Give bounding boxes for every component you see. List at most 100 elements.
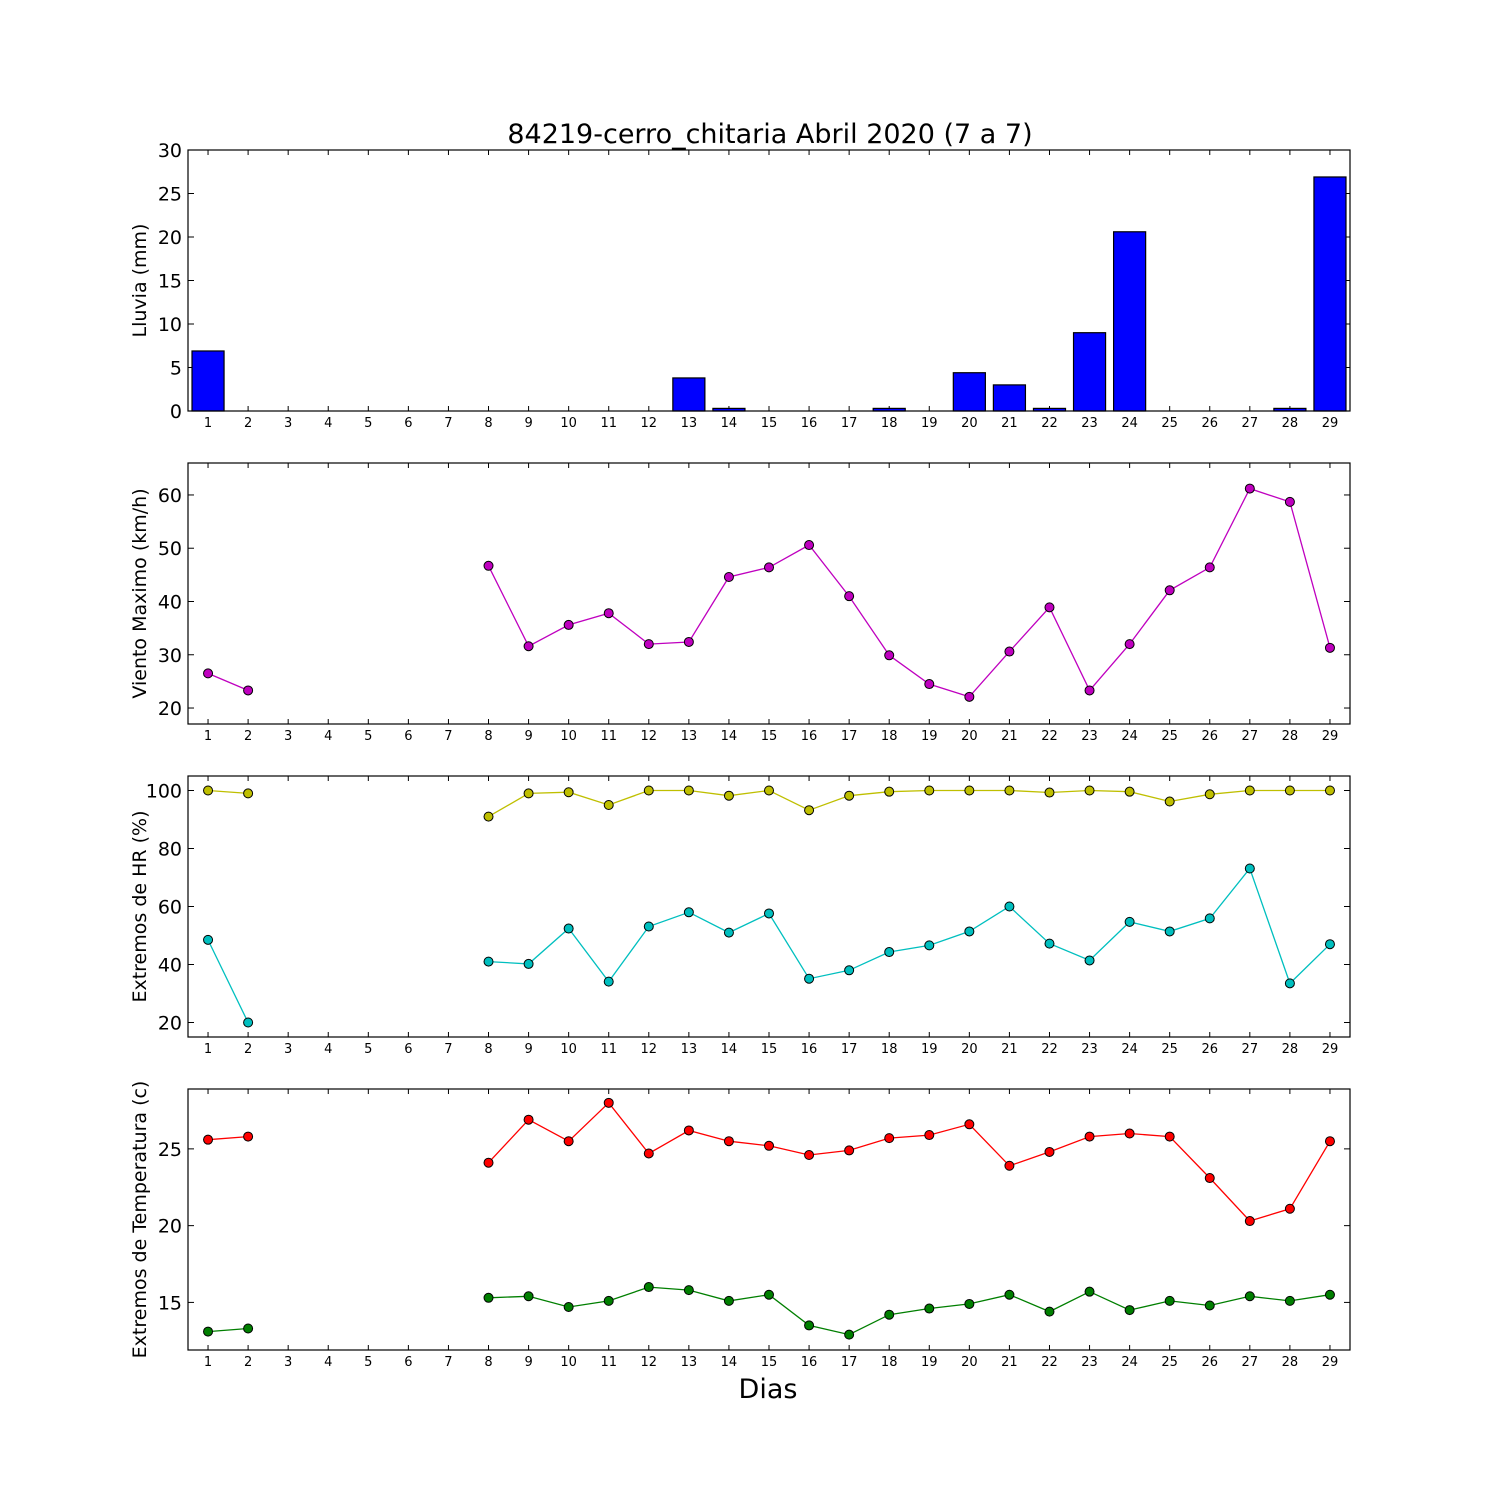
x-tick-label: 1 xyxy=(204,1355,212,1370)
y-axis-label: Lluvia (mm) xyxy=(129,224,151,338)
x-tick-label: 11 xyxy=(600,1355,617,1370)
x-tick-label: 29 xyxy=(1322,1042,1339,1057)
x-tick-label: 12 xyxy=(641,1042,658,1057)
point-series0-day-14 xyxy=(723,790,734,801)
point-series1-day-20 xyxy=(964,926,975,937)
point-series0-day-25 xyxy=(1164,1131,1175,1142)
y-tick-label: 50 xyxy=(158,538,182,560)
point-series0-day-26 xyxy=(1204,1173,1215,1184)
point-series1-day-27 xyxy=(1244,1291,1255,1302)
bar-day-21 xyxy=(992,384,1027,412)
y-tick-label: 40 xyxy=(158,591,182,613)
x-tick-label: 9 xyxy=(524,1042,532,1057)
x-tick-label: 14 xyxy=(721,1355,738,1370)
point-series1-day-16 xyxy=(804,1320,815,1331)
x-tick-label: 19 xyxy=(921,1042,938,1057)
y-tick-label: 5 xyxy=(170,358,182,380)
x-tick-label: 11 xyxy=(600,1042,617,1057)
series-line-1 xyxy=(488,867,1331,985)
y-tick-label: 25 xyxy=(158,184,182,206)
point-series1-day-19 xyxy=(924,1303,935,1314)
point-series0-day-17 xyxy=(844,591,855,602)
point-series1-day-17 xyxy=(844,965,855,976)
point-series1-day-10 xyxy=(563,1302,574,1313)
point-series0-day-14 xyxy=(723,571,734,582)
point-series0-day-22 xyxy=(1044,1146,1055,1157)
point-series1-day-22 xyxy=(1044,1306,1055,1317)
point-series1-day-24 xyxy=(1124,916,1135,927)
x-tick-label: 27 xyxy=(1242,416,1259,431)
point-series0-day-28 xyxy=(1284,785,1295,796)
x-tick-label: 7 xyxy=(444,1042,452,1057)
point-series1-day-9 xyxy=(523,958,534,969)
point-series1-day-29 xyxy=(1324,939,1335,950)
x-tick-label: 14 xyxy=(721,729,738,744)
point-series0-day-22 xyxy=(1044,787,1055,798)
point-series1-day-15 xyxy=(764,1289,774,1300)
y-axis-label: Extremos de HR (%) xyxy=(129,810,151,1002)
point-series0-day-29 xyxy=(1324,642,1335,653)
y-tick-label: 20 xyxy=(158,1216,182,1238)
series-line-0 xyxy=(207,789,249,795)
panel-temperatura: 1 2 3 4 5 6 7 8 9 10 11 12 13 14 15 16 17 18 19 20 21 22 23 24 2… xyxy=(129,1081,1351,1370)
panels: 1 2 3 4 5 6 7 8 9 10 11 12 13 14 15 16 17 18 19 20 21 22 23 24 2… xyxy=(129,140,1351,1370)
x-tick-label: 12 xyxy=(641,729,658,744)
series-line-0 xyxy=(488,789,1330,818)
point-series1-day-21 xyxy=(1004,1289,1015,1300)
y-axis-label: Extremos de Temperatura (c) xyxy=(129,1081,151,1359)
figure-title: 84219-cerro_chitaria Abril 2020 (7 a 7) xyxy=(507,119,1032,150)
x-tick-label: 19 xyxy=(921,1355,938,1370)
y-tick-label: 15 xyxy=(158,1292,182,1314)
point-series1-day-27 xyxy=(1244,863,1255,874)
bar-day-23 xyxy=(1072,332,1107,412)
x-tick-label: 9 xyxy=(524,1355,532,1370)
point-series1-day-17 xyxy=(844,1329,855,1340)
x-tick-label: 29 xyxy=(1322,416,1339,431)
x-tick-label: 26 xyxy=(1201,416,1218,431)
x-tick-label: 16 xyxy=(801,729,818,744)
point-series0-day-9 xyxy=(523,641,534,652)
x-tick-label: 1 xyxy=(204,729,212,744)
y-tick-label: 30 xyxy=(158,140,182,162)
plot-frame xyxy=(187,462,1351,725)
x-tick-label: 24 xyxy=(1121,729,1138,744)
x-tick-label: 10 xyxy=(560,416,577,431)
point-series0-day-1 xyxy=(203,785,214,796)
point-series0-day-12 xyxy=(643,1148,654,1159)
x-tick-label: 29 xyxy=(1322,1355,1339,1370)
point-series0-day-16 xyxy=(804,1150,815,1161)
x-tick-label: 3 xyxy=(284,1355,292,1370)
bar-day-13 xyxy=(672,377,706,412)
y-tick-label: 15 xyxy=(158,271,182,293)
x-tick-label: 23 xyxy=(1081,416,1098,431)
point-series1-day-19 xyxy=(924,940,935,951)
point-series0-day-8 xyxy=(483,1157,494,1168)
x-tick-label: 5 xyxy=(364,1042,372,1057)
x-tick-label: 18 xyxy=(881,729,898,744)
point-series1-day-11 xyxy=(603,976,614,987)
point-series1-day-8 xyxy=(483,1292,494,1303)
point-series0-day-14 xyxy=(723,1136,734,1147)
point-series1-day-13 xyxy=(683,1285,694,1296)
y-tick-label: 30 xyxy=(158,645,182,667)
x-tick-label: 20 xyxy=(961,1042,978,1057)
x-tick-label: 11 xyxy=(600,729,617,744)
x-tick-label: 26 xyxy=(1201,1355,1218,1370)
point-series0-day-9 xyxy=(523,1114,534,1125)
point-series0-day-16 xyxy=(804,805,815,816)
x-tick-label: 24 xyxy=(1121,416,1138,431)
x-tick-label: 22 xyxy=(1041,1355,1058,1370)
x-tick-label: 11 xyxy=(600,416,617,431)
series-line-1 xyxy=(207,1327,249,1333)
plot-frame xyxy=(187,1088,1351,1351)
bar-day-1 xyxy=(191,350,225,412)
point-series0-day-8 xyxy=(483,560,494,571)
x-tick-label: 25 xyxy=(1161,729,1178,744)
x-tick-label: 8 xyxy=(484,1042,492,1057)
point-series0-day-19 xyxy=(924,785,935,796)
series-line-0 xyxy=(487,487,1331,698)
x-tick-label: 21 xyxy=(1001,416,1018,431)
point-series0-day-21 xyxy=(1004,785,1015,796)
x-tick-label: 2 xyxy=(244,1042,252,1057)
x-tick-label: 7 xyxy=(444,729,452,744)
